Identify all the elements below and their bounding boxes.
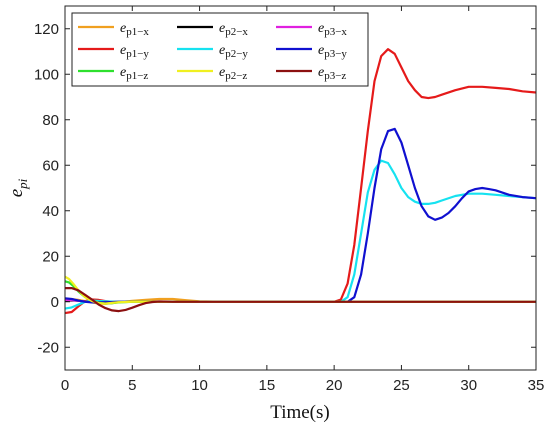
legend-entry-main: e <box>318 65 324 80</box>
legend-entry-sub: p2−x <box>225 26 248 38</box>
legend-entry: ep1−x <box>120 21 149 38</box>
legend-entry-sub: p3−y <box>324 48 347 60</box>
x-tick-label: 20 <box>326 377 343 394</box>
legend-entry: ep3−z <box>318 65 346 82</box>
plot-frame <box>64 5 537 371</box>
legend-entry-sub: p3−x <box>324 26 347 38</box>
y-tick-label: 100 <box>34 66 59 83</box>
y-axis-label-sub: pi <box>15 178 30 190</box>
legend-entry: ep3−y <box>318 43 347 60</box>
legend-entry-sub: p2−y <box>225 48 248 60</box>
axis-ticks: 0 5 10 15 20 25 30 35 -20 0 20 40 60 80 100 120 <box>34 6 544 394</box>
legend-entry-main: e <box>120 65 126 80</box>
series-line-p2-z <box>64 275 536 305</box>
x-axis-label: Time(s) <box>270 402 329 423</box>
legend-entry-sub: p1−x <box>126 26 149 38</box>
series-lines <box>64 48 537 315</box>
x-tick-label: 0 <box>61 377 69 394</box>
x-tick-label: 10 <box>191 377 208 394</box>
legend-entry-main: e <box>219 21 225 36</box>
legend-entry-sub: p1−z <box>126 70 148 82</box>
y-tick-label: 120 <box>34 21 59 38</box>
legend-entry-sub: p3−z <box>324 70 346 82</box>
y-tick-label: 60 <box>42 157 59 174</box>
legend-entry-main: e <box>318 21 324 36</box>
y-axis-label-main: e <box>6 189 27 197</box>
x-tick-label: 5 <box>128 377 136 394</box>
x-tick-label: 35 <box>528 377 545 394</box>
legend-entry: ep1−y <box>120 43 149 60</box>
y-tick-label: 80 <box>42 112 59 129</box>
x-tick-label: 15 <box>259 377 276 394</box>
legend-entry-main: e <box>120 21 126 36</box>
y-tick-label: 0 <box>51 294 59 311</box>
y-axis-label: epi <box>6 178 30 197</box>
legend-entry-main: e <box>120 43 126 58</box>
legend-entry-main: e <box>219 43 225 58</box>
legend-entry: ep3−x <box>318 21 347 38</box>
legend-entry-sub: p2−z <box>225 70 247 82</box>
legend-box <box>71 12 369 87</box>
series-line-p3-z <box>65 287 536 313</box>
legend-entry: ep1−z <box>120 65 148 82</box>
x-tick-label: 25 <box>393 377 410 394</box>
legend-entry: ep2−y <box>219 43 248 60</box>
legend-entry-sub: p1−y <box>126 48 149 60</box>
legend-entry: ep2−z <box>219 65 247 82</box>
y-tick-label: 40 <box>42 203 59 220</box>
x-tick-label: 30 <box>460 377 477 394</box>
legend-entry: ep2−x <box>219 21 248 38</box>
legend-entry-main: e <box>318 43 324 58</box>
y-tick-label: 20 <box>42 248 59 265</box>
legend-entry-main: e <box>219 65 225 80</box>
y-tick-label: -20 <box>37 339 59 356</box>
